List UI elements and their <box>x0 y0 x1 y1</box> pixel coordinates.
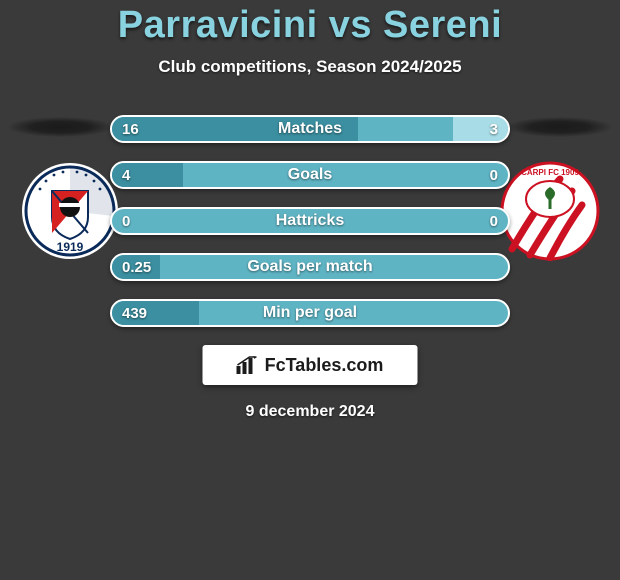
svg-text:CARPI FC 1909: CARPI FC 1909 <box>521 168 579 177</box>
bar-label: Min per goal <box>112 301 508 325</box>
bar-label: Matches <box>112 117 508 141</box>
content: 1919 CARPI FC 1909 16Matches34Goals00Hat… <box>0 105 620 445</box>
bar-value-right: 3 <box>490 117 498 141</box>
stat-bar: 439Min per goal <box>110 299 510 327</box>
header: Parravicini vs Sereni Club competitions,… <box>0 0 620 77</box>
stat-bar: 0.25Goals per match <box>110 253 510 281</box>
badge-shadow-right <box>507 117 612 137</box>
sestri-levante-crest-icon: 1919 <box>20 161 120 261</box>
stat-bar: 0Hattricks0 <box>110 207 510 235</box>
stat-bars: 16Matches34Goals00Hattricks00.25Goals pe… <box>110 115 510 327</box>
bar-value-right: 0 <box>490 209 498 233</box>
stat-bar: 16Matches3 <box>110 115 510 143</box>
date-text: 9 december 2024 <box>0 403 620 421</box>
carpi-crest-icon: CARPI FC 1909 <box>500 161 600 261</box>
brand-text: FcTables.com <box>265 355 384 376</box>
svg-text:1919: 1919 <box>57 240 84 254</box>
badge-shadow-left <box>8 117 113 137</box>
club-badge-left: 1919 <box>20 161 120 261</box>
bar-label: Goals per match <box>112 255 508 279</box>
brand-box: FcTables.com <box>203 345 418 385</box>
stat-bar: 4Goals0 <box>110 161 510 189</box>
bar-label: Hattricks <box>112 209 508 233</box>
bar-chart-icon <box>237 356 259 374</box>
page-subtitle: Club competitions, Season 2024/2025 <box>0 57 620 77</box>
bar-value-right: 0 <box>490 163 498 187</box>
bar-label: Goals <box>112 163 508 187</box>
page-title: Parravicini vs Sereni <box>0 4 620 47</box>
club-badge-right: CARPI FC 1909 <box>500 161 600 261</box>
